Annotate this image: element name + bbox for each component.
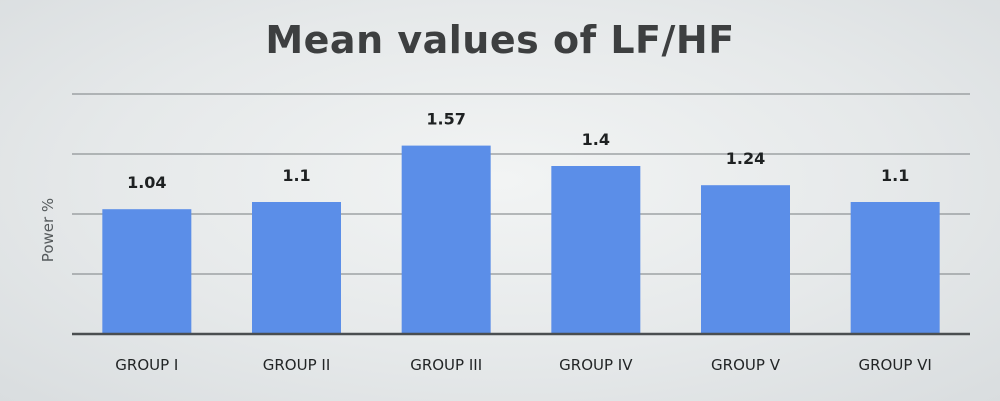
data-label: 1.24 bbox=[726, 149, 765, 168]
category-label: GROUP VI bbox=[858, 356, 931, 374]
chart-title: Mean values of LF/HF bbox=[265, 18, 735, 62]
category-label: GROUP IV bbox=[559, 356, 633, 374]
bar bbox=[701, 185, 790, 334]
bar bbox=[252, 202, 341, 334]
bar bbox=[102, 209, 192, 334]
category-label: GROUP I bbox=[115, 356, 178, 374]
data-label: 1.57 bbox=[426, 110, 465, 129]
data-label: 1.04 bbox=[127, 173, 166, 192]
bar bbox=[850, 202, 940, 334]
data-label: 1.4 bbox=[582, 130, 610, 149]
bar bbox=[401, 145, 491, 334]
bar bbox=[551, 166, 641, 334]
category-label: GROUP V bbox=[711, 356, 781, 374]
category-label: GROUP II bbox=[263, 356, 331, 374]
data-label: 1.1 bbox=[282, 166, 310, 185]
category-label: GROUP III bbox=[410, 356, 482, 374]
data-label: 1.1 bbox=[881, 166, 909, 185]
